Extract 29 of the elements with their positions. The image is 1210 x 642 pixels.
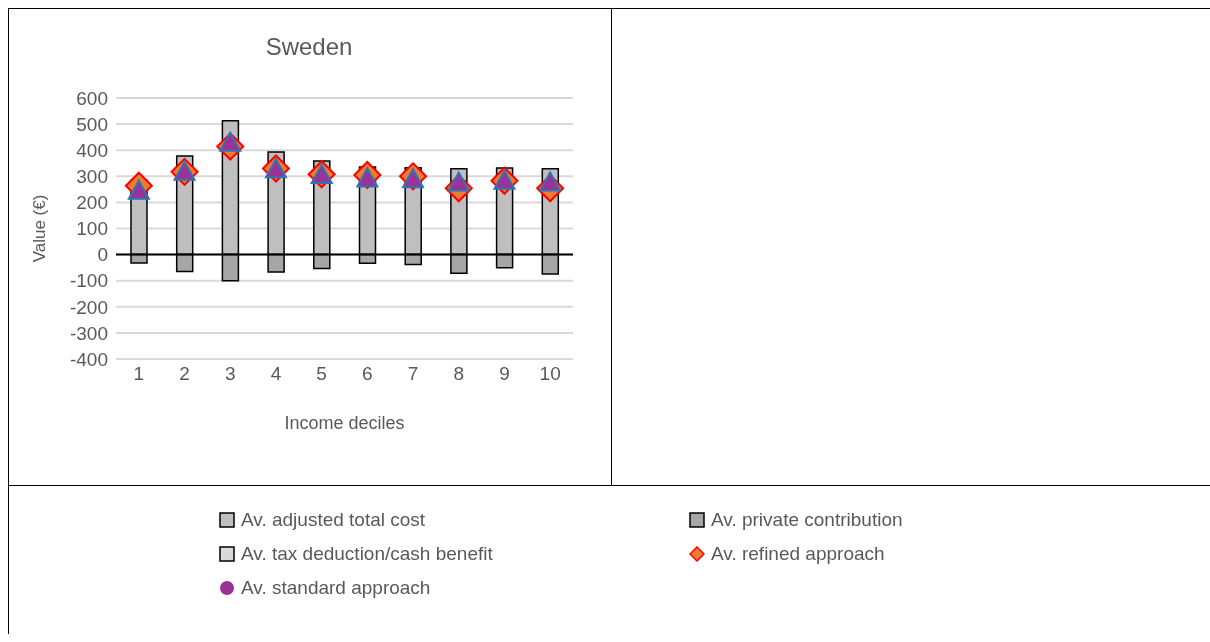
x-axis-title: Income deciles bbox=[284, 413, 405, 433]
y-tick-label: -400 bbox=[69, 348, 108, 370]
x-tick-label: 4 bbox=[270, 363, 282, 385]
y-tick-label: 0 bbox=[97, 244, 108, 266]
legend-label: Av. private contribution bbox=[711, 509, 903, 531]
x-tick-label: 7 bbox=[407, 363, 419, 385]
y-tick-label: 500 bbox=[76, 113, 108, 135]
y-tick-label: -300 bbox=[69, 322, 108, 344]
y-tick-label: -200 bbox=[69, 296, 108, 318]
x-tick-label: 6 bbox=[362, 363, 373, 385]
x-tick-label: 2 bbox=[179, 363, 190, 385]
y-tick-label: 400 bbox=[76, 139, 108, 161]
x-tick-label: 8 bbox=[453, 363, 465, 385]
chart-title: Sweden bbox=[264, 33, 354, 61]
y-tick-label: -100 bbox=[69, 270, 108, 292]
y-tick-label: 100 bbox=[76, 218, 108, 240]
legend-label: Av. adjusted total cost bbox=[241, 509, 426, 531]
y-tick-label: 600 bbox=[76, 87, 108, 109]
y-axis-title: Value (€) bbox=[30, 194, 50, 263]
x-tick-label: 5 bbox=[316, 363, 327, 385]
legend-label: Av. tax deduction/cash benefit bbox=[241, 543, 493, 565]
x-tick-label: 1 bbox=[133, 363, 145, 385]
y-tick-label: 200 bbox=[76, 192, 108, 214]
x-tick-label: 3 bbox=[224, 363, 236, 385]
legend-label: Av. refined approach bbox=[711, 543, 885, 565]
x-tick-label: 9 bbox=[499, 363, 510, 385]
x-tick-label: 10 bbox=[539, 363, 561, 385]
y-tick-label: 300 bbox=[76, 166, 108, 188]
legend-label: Av. standard approach bbox=[241, 577, 431, 599]
